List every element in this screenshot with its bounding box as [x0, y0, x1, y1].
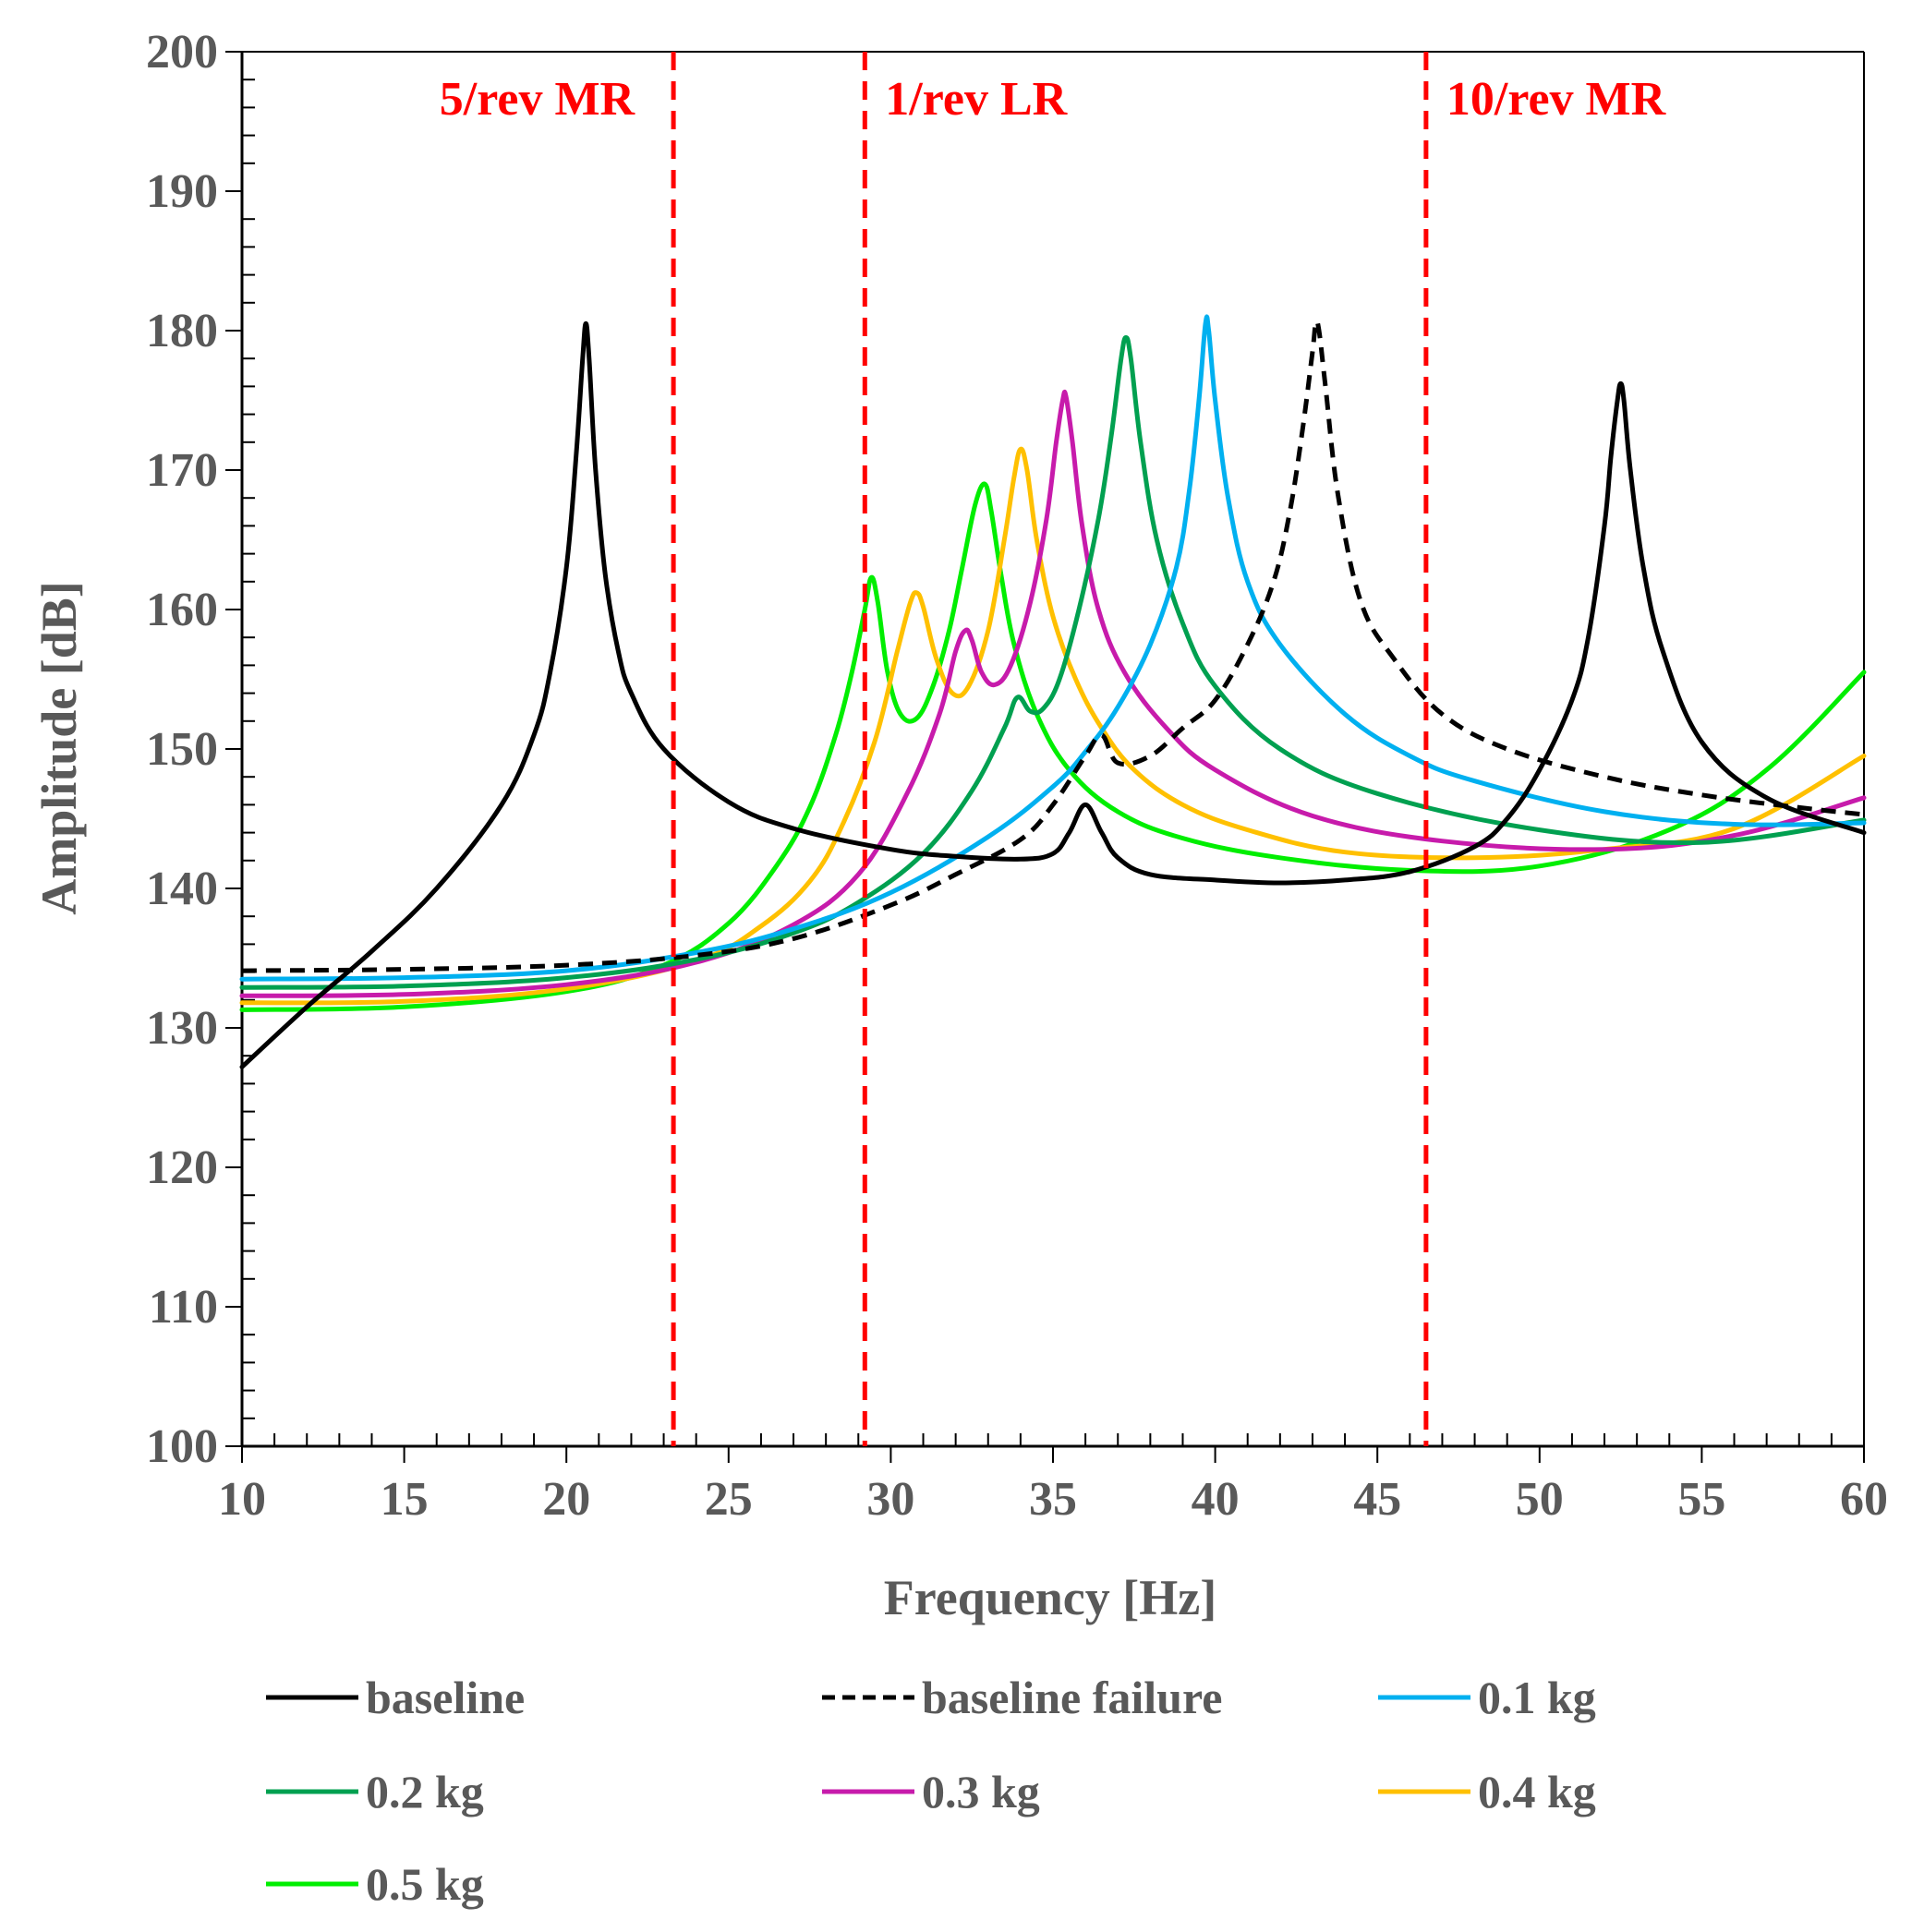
- x-tick-label: 45: [1353, 1473, 1401, 1526]
- x-tick-label: 40: [1192, 1473, 1240, 1526]
- y-tick-label: 200: [146, 26, 218, 78]
- series-line-0-5-kg: [239, 481, 1867, 1012]
- series-line-baseline: [239, 320, 1867, 1069]
- x-tick-label: 20: [542, 1473, 590, 1526]
- x-tick-label: 50: [1516, 1473, 1564, 1526]
- annotation-label: 5/rev MR: [440, 73, 636, 126]
- y-tick-label: 130: [146, 1002, 218, 1055]
- series-line-0-2-kg: [239, 335, 1867, 990]
- y-tick-label: 180: [146, 305, 218, 357]
- series-line-0-4-kg: [239, 446, 1867, 1006]
- y-tick-label: 170: [146, 444, 218, 497]
- series-line-0-3-kg: [239, 389, 1867, 998]
- legend-label: baseline failure: [922, 1672, 1222, 1723]
- x-tick-label: 60: [1840, 1473, 1888, 1526]
- y-tick-label: 110: [149, 1281, 218, 1334]
- annotation-layer: 5/rev MR 1/rev LR 10/rev MR: [440, 52, 1667, 1446]
- annotation-label: 1/rev LR: [885, 73, 1068, 126]
- x-tick-label: 35: [1029, 1473, 1077, 1526]
- y-axis-title: Amplitude [dB]: [31, 581, 87, 915]
- x-tick-label: 30: [866, 1473, 914, 1526]
- x-axis: 10 15 20 25 30 35 40 45 50 55 60: [218, 1433, 1888, 1526]
- annotation-label: 10/rev MR: [1446, 73, 1667, 126]
- y-axis: 100 110 120 130 140 150 160 170 180 190 200: [146, 26, 255, 1473]
- x-tick-label: 55: [1677, 1473, 1725, 1526]
- series-line-baseline-failure: [241, 319, 1865, 973]
- y-tick-label: 190: [146, 165, 218, 218]
- legend-label: 0.4 kg: [1478, 1766, 1596, 1817]
- x-tick-label: 15: [381, 1473, 429, 1526]
- y-tick-label: 100: [146, 1420, 218, 1473]
- legend-label: 0.2 kg: [366, 1766, 484, 1817]
- x-axis-title: Frequency [Hz]: [884, 1570, 1216, 1625]
- legend-label: baseline: [366, 1672, 525, 1723]
- x-tick-label: 25: [705, 1473, 753, 1526]
- x-tick-label: 10: [218, 1473, 266, 1526]
- legend: baseline baseline failure 0.1 kg 0.2 kg 0.3 …: [266, 1672, 1596, 1910]
- y-tick-label: 140: [146, 863, 218, 915]
- series-line-0-1-kg: [239, 314, 1867, 982]
- legend-label: 0.5 kg: [366, 1858, 484, 1910]
- legend-label: 0.3 kg: [922, 1766, 1040, 1817]
- y-tick-label: 150: [146, 723, 218, 776]
- legend-label: 0.1 kg: [1478, 1672, 1596, 1723]
- series-layer: [239, 314, 1867, 1069]
- y-tick-label: 120: [146, 1141, 218, 1194]
- y-tick-label: 160: [146, 584, 218, 636]
